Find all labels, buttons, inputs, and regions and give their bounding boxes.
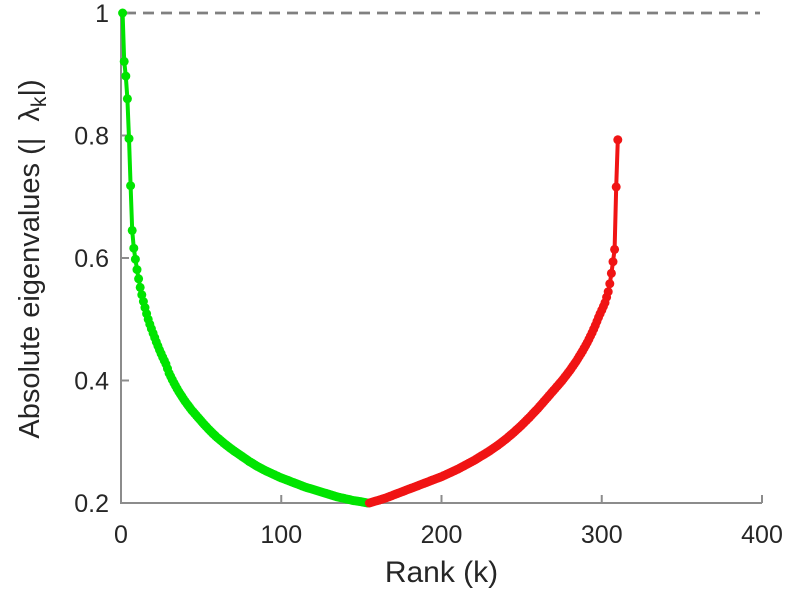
lambda-subscript: k	[28, 96, 51, 108]
data-point-marker	[119, 56, 129, 66]
y-tick-label: 0.6	[74, 245, 109, 273]
x-tick-label: 300	[581, 521, 623, 549]
data-point-marker	[118, 8, 128, 18]
data-point-marker	[603, 287, 613, 297]
data-point-marker	[610, 244, 620, 254]
data-point-marker	[608, 257, 618, 267]
data-point-marker	[126, 181, 136, 191]
y-tick-label: 0.8	[74, 123, 109, 151]
y-tick-label: 0.4	[74, 368, 109, 396]
data-point-marker	[134, 274, 144, 284]
negative-branch-markers	[364, 135, 623, 508]
y-tick-label: 1	[95, 0, 109, 28]
data-point-marker	[124, 134, 134, 144]
data-point-marker	[606, 268, 616, 278]
axes-lines	[120, 13, 762, 504]
x-tick-label: 100	[260, 521, 302, 549]
data-point-marker	[130, 254, 140, 264]
data-point-marker	[122, 94, 132, 104]
x-tick-label: 0	[114, 521, 128, 549]
data-point-marker	[129, 243, 139, 253]
x-tick-label: 200	[421, 521, 463, 549]
x-tick-label: 400	[741, 521, 783, 549]
data-point-marker	[121, 71, 131, 81]
positive-branch-line	[120, 11, 370, 505]
y-axis-title-text: Absolute eigenvalues (|	[14, 121, 46, 439]
data-point-marker	[127, 225, 137, 235]
data-point-marker	[605, 279, 615, 289]
data-point-marker	[613, 135, 623, 145]
lambda-symbol: λ	[14, 107, 46, 122]
x-axis-title: Rank (k)	[384, 556, 499, 589]
positive-branch-markers	[118, 8, 373, 508]
data-point-marker	[132, 265, 142, 275]
y-axis-title: Absolute eigenvalues (| λk|)	[13, 0, 51, 519]
data-point-marker	[135, 282, 145, 292]
y-axis-title-close: |)	[14, 79, 46, 97]
y-tick-label: 0.2	[74, 490, 109, 518]
data-point-marker	[611, 182, 621, 192]
